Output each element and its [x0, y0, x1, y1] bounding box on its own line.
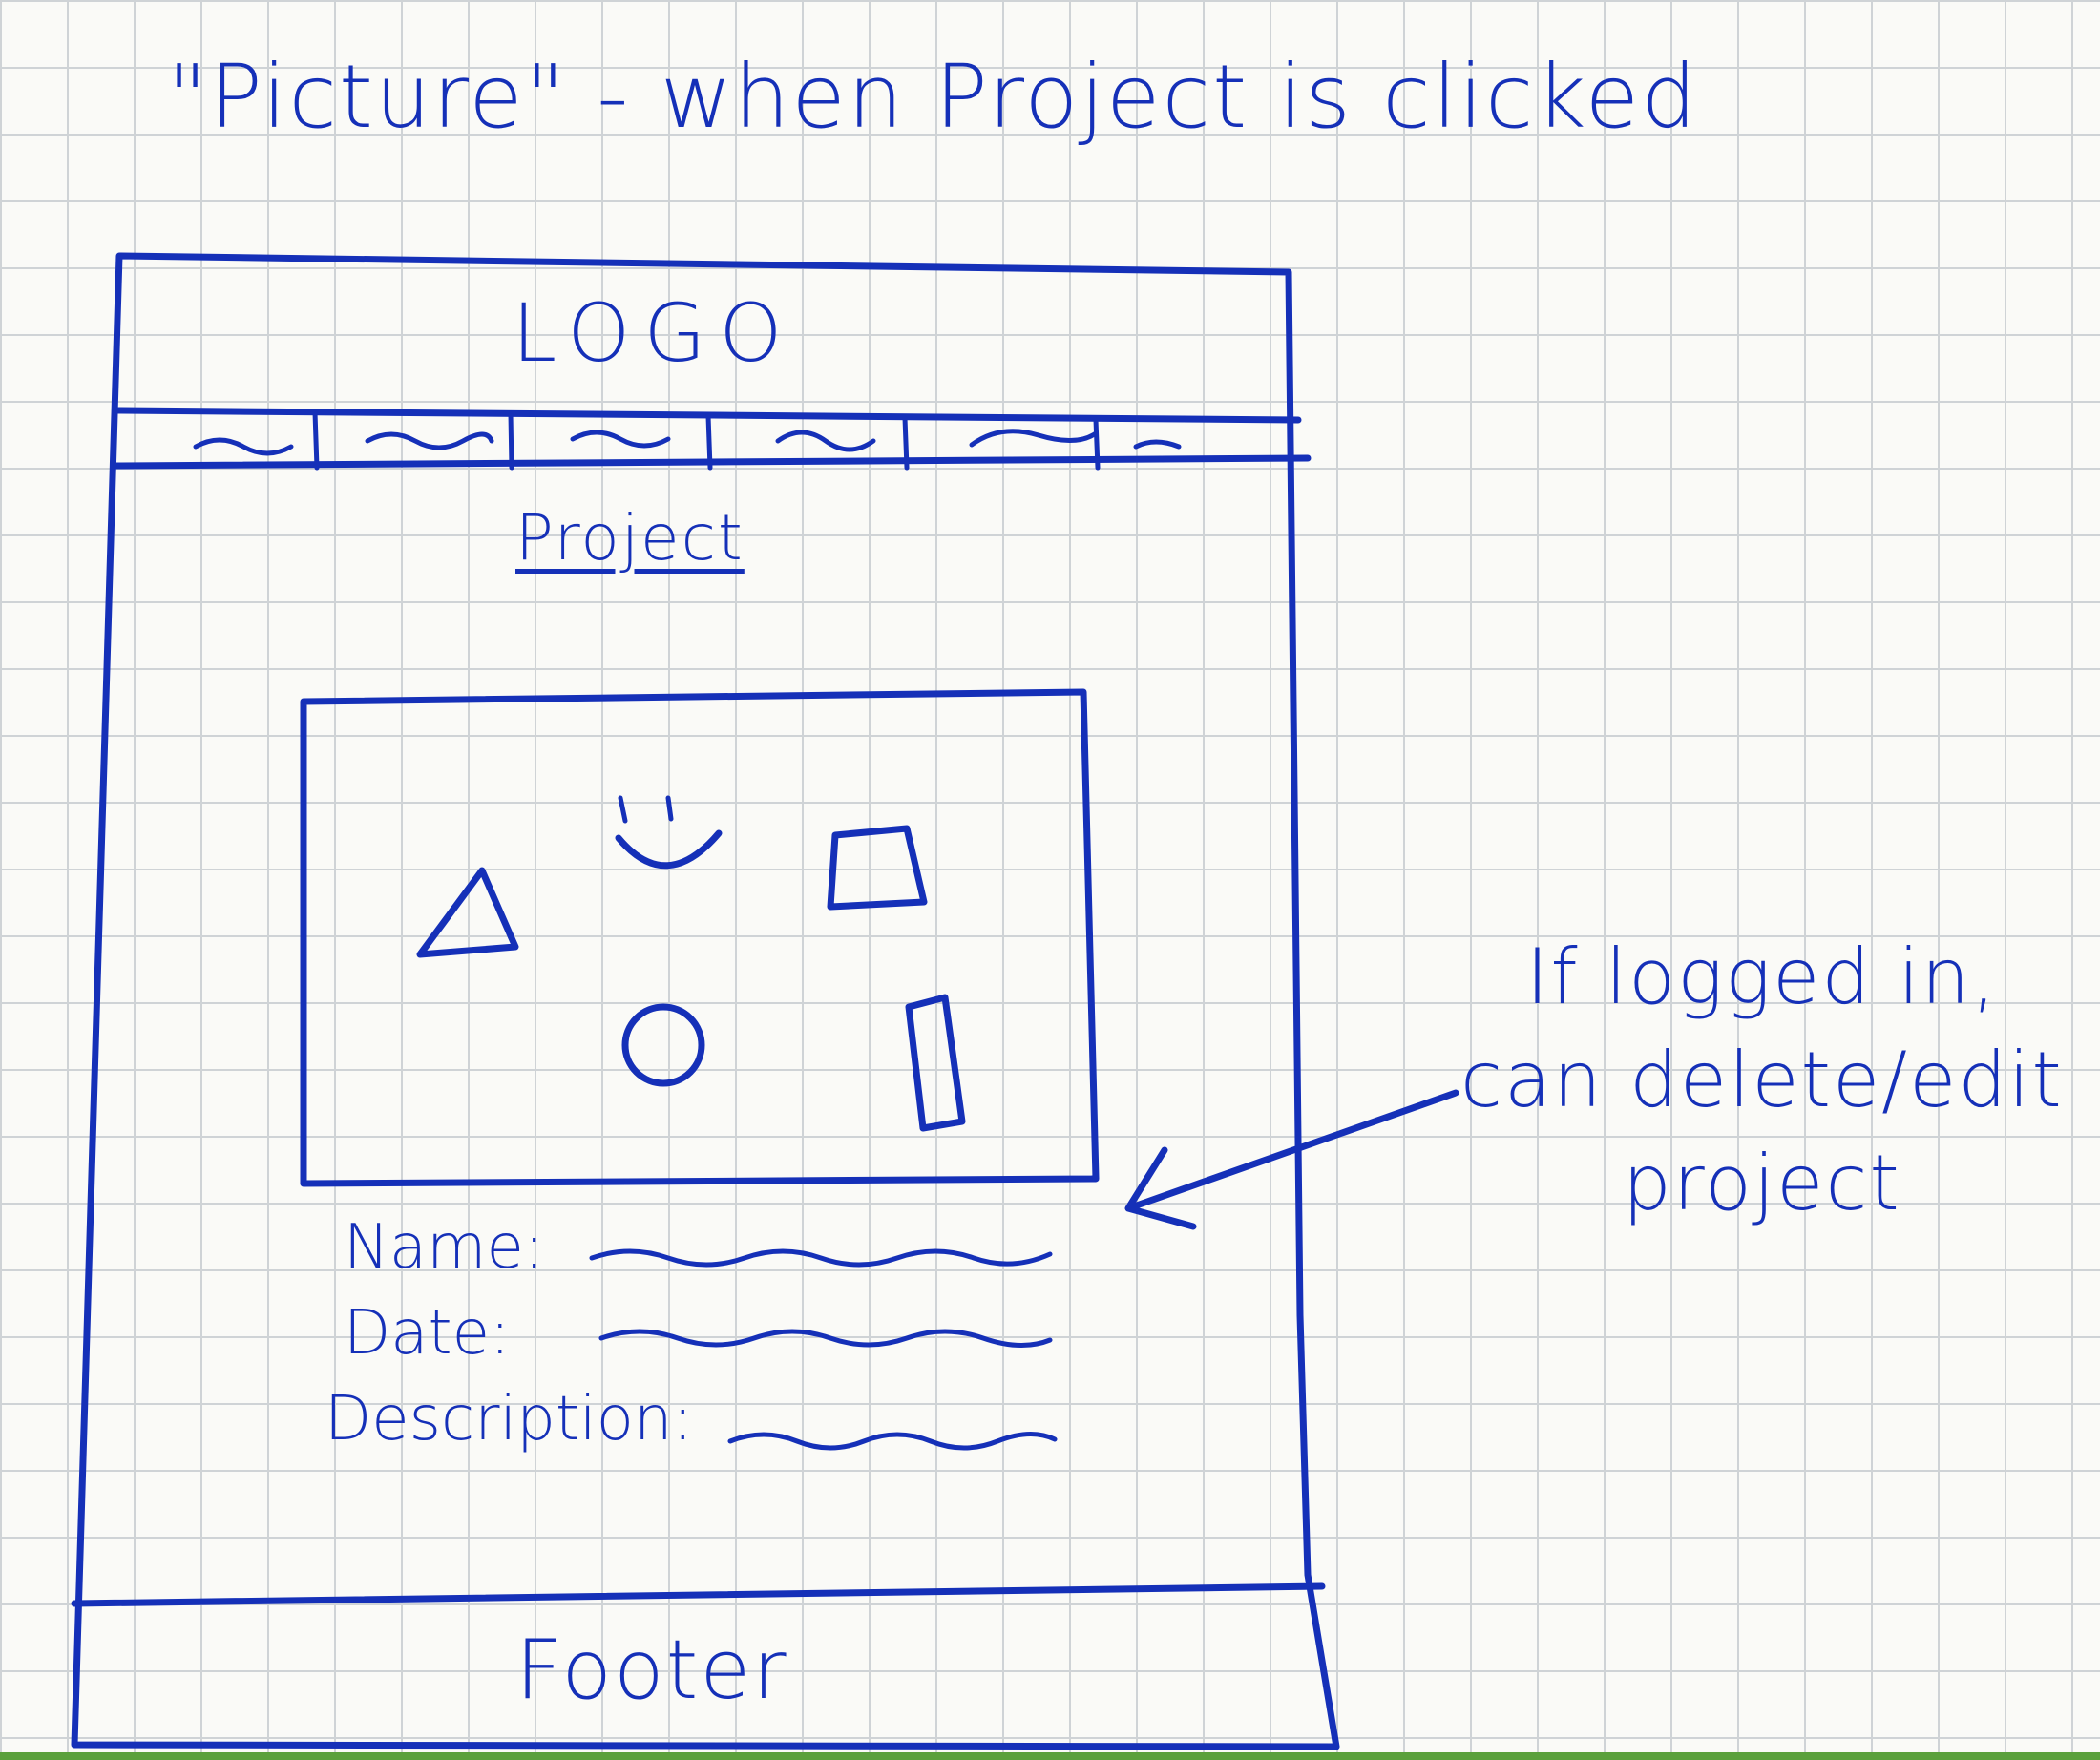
nav-separator	[705, 413, 713, 471]
footer-divider	[71, 1582, 1326, 1607]
nav-item-squiggle	[365, 431, 494, 450]
annotation-arrowhead	[1124, 1146, 1197, 1230]
date-label: Date:	[344, 1298, 511, 1369]
nav-item-squiggle	[1133, 439, 1182, 450]
table-edge	[0, 1752, 2100, 1760]
sketch-title: "Picture" - when Project is clicked	[167, 46, 1699, 148]
date-value-squiggle	[598, 1329, 1053, 1349]
page-frame	[71, 252, 1340, 1750]
annotation-line: If logged in,	[1525, 932, 1998, 1021]
footer-label: Footer	[515, 1623, 788, 1718]
name-label: Name:	[344, 1212, 545, 1283]
description-value-squiggle	[727, 1432, 1058, 1451]
triangle-shape	[416, 867, 519, 958]
circle-shape	[621, 1003, 705, 1087]
smiley-eye	[618, 795, 628, 824]
name-value-squiggle	[589, 1248, 1053, 1268]
nav-separator	[1093, 417, 1101, 471]
nav-separator	[902, 415, 910, 471]
annotation-line: project	[1623, 1139, 1901, 1227]
project-heading: Project	[515, 501, 745, 575]
project-image-frame	[300, 688, 1100, 1187]
nav-separator	[312, 409, 320, 471]
trapezoid-shape	[827, 825, 928, 911]
smiley-eye	[665, 795, 674, 822]
smiley-mouth	[615, 829, 723, 870]
nav-item-squiggle	[969, 429, 1099, 448]
rectangle-shape	[905, 994, 966, 1132]
annotation-line: can delete/edit	[1460, 1036, 2064, 1124]
login-annotation: If logged in, can delete/edit project	[1460, 926, 2064, 1235]
nav-item-squiggle	[193, 437, 294, 456]
annotation-arrow	[1127, 1089, 1460, 1211]
description-label: Description:	[325, 1384, 694, 1455]
nav-separator	[508, 411, 514, 471]
nav-item-squiggle	[570, 430, 671, 449]
logo-placeholder: LOGO	[512, 286, 796, 380]
nav-item-squiggle	[775, 430, 876, 452]
